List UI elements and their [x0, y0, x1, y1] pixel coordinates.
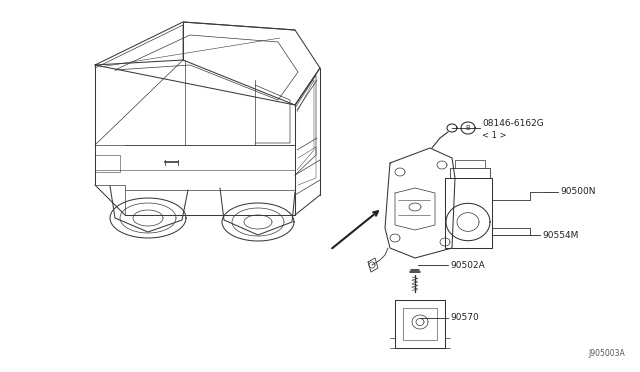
Text: 08146-6162G: 08146-6162G [482, 119, 544, 128]
Text: 90554M: 90554M [542, 231, 579, 240]
Text: 90500N: 90500N [560, 187, 595, 196]
Text: J905003A: J905003A [588, 349, 625, 358]
Text: < 1 >: < 1 > [482, 131, 506, 141]
Text: 90502A: 90502A [450, 260, 484, 269]
Text: 90570: 90570 [450, 314, 479, 323]
Text: B: B [466, 125, 470, 131]
